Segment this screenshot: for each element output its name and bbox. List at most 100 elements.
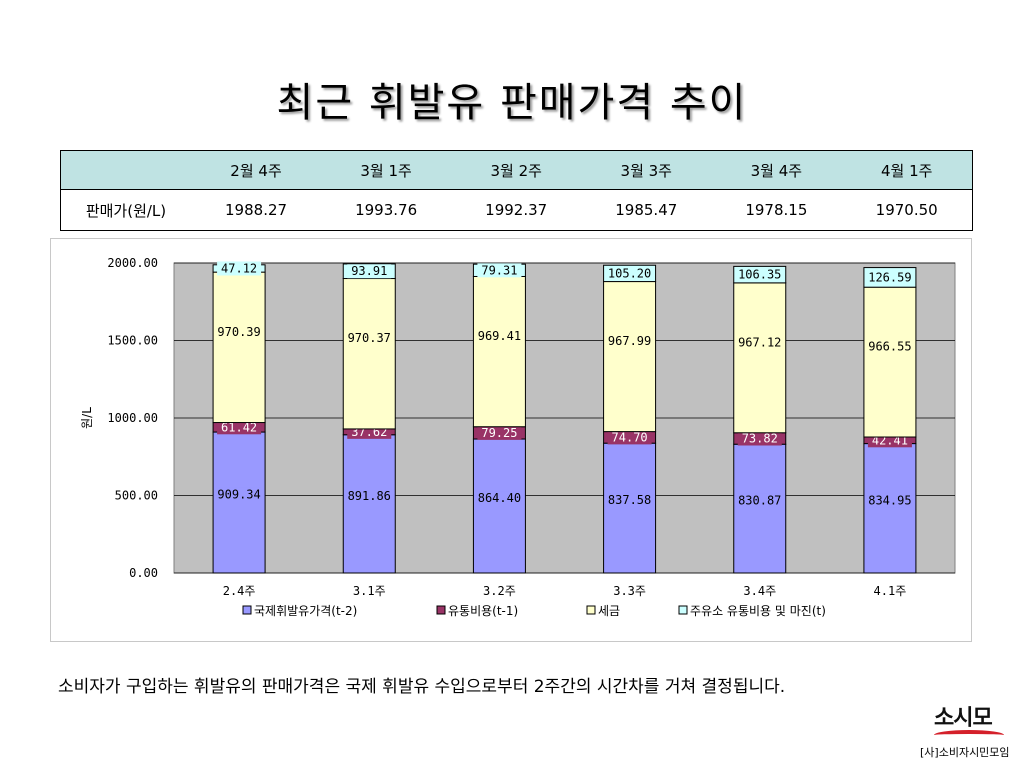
chart-svg: 0.00 500.00 1000.00 1500.00 2000.00 원/L 909.34… <box>80 256 956 618</box>
table-header-cell: 4월 1주 <box>841 150 973 190</box>
data-label: 966.55 <box>868 340 911 354</box>
table-row: 판매가(원/L) 1988.27 1993.76 1992.37 1985.47… <box>60 189 973 231</box>
data-label-bg <box>347 264 392 279</box>
legend-label: 주유소 유통비용 및 마진(t) <box>690 604 826 618</box>
slide-title: 최근 휘발유 판매가격 추이 <box>276 80 748 126</box>
table-cell: 1978.15 <box>711 189 842 231</box>
legend-swatch <box>678 605 688 615</box>
data-label: 891.86 <box>348 489 391 503</box>
y-tick-label: 1500.00 <box>107 334 158 348</box>
table-row-label: 판매가(원/L) <box>60 189 191 231</box>
bar-segment <box>212 271 266 424</box>
data-label: 967.99 <box>608 334 651 348</box>
data-label-bg <box>607 266 652 281</box>
table-header-cell <box>60 150 191 190</box>
bar-segment <box>472 275 526 428</box>
data-label: 909.34 <box>217 488 260 502</box>
table-header-cell: 3월 4주 <box>711 150 842 190</box>
bar-segment <box>733 282 787 434</box>
data-label-bg <box>477 329 522 344</box>
x-tick-label: 3.3주 <box>613 584 646 598</box>
data-label-bg <box>607 430 652 445</box>
data-label-bg <box>867 493 912 508</box>
data-label-bg <box>347 331 392 346</box>
data-label-bg <box>737 267 782 282</box>
bar-segment <box>342 434 396 574</box>
data-label-bg <box>217 324 262 339</box>
legend-label: 세금 <box>598 604 620 618</box>
data-label: 79.31 <box>481 263 517 277</box>
logo-swoosh <box>934 730 1004 740</box>
legend-label: 유통비용(t-1) <box>448 604 518 618</box>
data-label: 47.12 <box>221 261 257 275</box>
bar-segment <box>863 286 917 438</box>
x-tick-label: 3.4주 <box>743 584 776 598</box>
data-label: 969.41 <box>478 329 521 343</box>
y-axis-label: 원/L <box>80 407 94 429</box>
logo-wordmark: 소시모 <box>934 706 993 731</box>
logo-subtitle: [사]소비자시민모임 <box>920 746 1010 759</box>
table-header-cell: 2월 4주 <box>191 150 322 190</box>
data-label: 970.39 <box>217 325 260 339</box>
bar-segment <box>342 278 396 430</box>
data-label-bg <box>347 488 392 503</box>
data-label: 837.58 <box>608 493 651 507</box>
price-table: 2월 4주 3월 1주 3월 2주 3월 3주 3월 4주 4월 1주 판매가(… <box>60 150 973 231</box>
data-label-bg <box>607 493 652 508</box>
bar-segment <box>603 281 657 433</box>
data-label-bg <box>477 491 522 506</box>
legend-swatch <box>586 605 596 615</box>
table-cell: 1992.37 <box>451 189 582 231</box>
bar-segment <box>863 443 917 574</box>
data-label-bg <box>217 487 262 502</box>
data-label-bg <box>607 334 652 349</box>
table-header-cell: 3월 1주 <box>321 150 452 190</box>
table-header-row: 2월 4주 3월 1주 3월 2주 3월 3주 3월 4주 4월 1주 <box>60 150 973 190</box>
data-label: 74.70 <box>612 430 648 444</box>
x-tick-label: 3.2주 <box>483 584 516 598</box>
legend-label: 국제휘발유가격(t-2) <box>254 604 357 618</box>
y-tick-label: 2000.00 <box>107 256 158 270</box>
legend-swatch <box>242 605 252 615</box>
y-tick-label: 0.00 <box>129 566 158 580</box>
x-tick-label: 3.1주 <box>353 584 386 598</box>
data-label-bg <box>217 261 262 276</box>
data-label-bg <box>867 270 912 285</box>
table-cell: 1985.47 <box>581 189 712 231</box>
data-label-bg <box>477 263 522 278</box>
y-tick-label: 1000.00 <box>107 411 158 425</box>
data-label: 967.12 <box>738 335 781 349</box>
table-header-cell: 3월 2주 <box>451 150 582 190</box>
x-tick-label: 4.1주 <box>874 584 907 598</box>
data-label: 105.20 <box>608 266 651 280</box>
data-label: 834.95 <box>868 493 911 507</box>
data-label-bg <box>737 493 782 508</box>
table-cell: 1988.27 <box>191 189 322 231</box>
table-cell: 1970.50 <box>841 189 973 231</box>
organization-logo: 소시모 [사]소비자시민모임 <box>920 700 1020 768</box>
bar-segment <box>603 442 657 574</box>
stacked-bar-chart: 0.00 500.00 1000.00 1500.00 2000.00 원/L 909.34… <box>50 238 972 642</box>
data-label-bg <box>737 335 782 350</box>
data-label-bg <box>737 431 782 446</box>
data-label: 126.59 <box>868 270 911 284</box>
data-label: 79.25 <box>481 426 517 440</box>
slide-caption: 소비자가 구입하는 휘발유의 판매가격은 국제 휘발유 수입으로부터 2주간의 … <box>58 677 786 697</box>
bar-segment <box>733 443 787 574</box>
data-label-bg <box>867 339 912 354</box>
data-label: 864.40 <box>478 491 521 505</box>
y-tick-label: 500.00 <box>115 489 158 503</box>
data-label: 93.91 <box>351 264 387 278</box>
data-label: 970.37 <box>348 331 391 345</box>
data-label-bg <box>477 425 522 440</box>
data-label: 61.42 <box>221 420 257 434</box>
data-label-bg <box>217 420 262 435</box>
table-header-cell: 3월 3주 <box>581 150 712 190</box>
data-label: 830.87 <box>738 494 781 508</box>
table-cell: 1993.76 <box>321 189 452 231</box>
legend-swatch <box>436 605 446 615</box>
bar-segment <box>472 438 526 574</box>
data-label: 73.82 <box>742 431 778 445</box>
data-label: 106.35 <box>738 268 781 282</box>
x-tick-label: 2.4주 <box>223 584 256 598</box>
